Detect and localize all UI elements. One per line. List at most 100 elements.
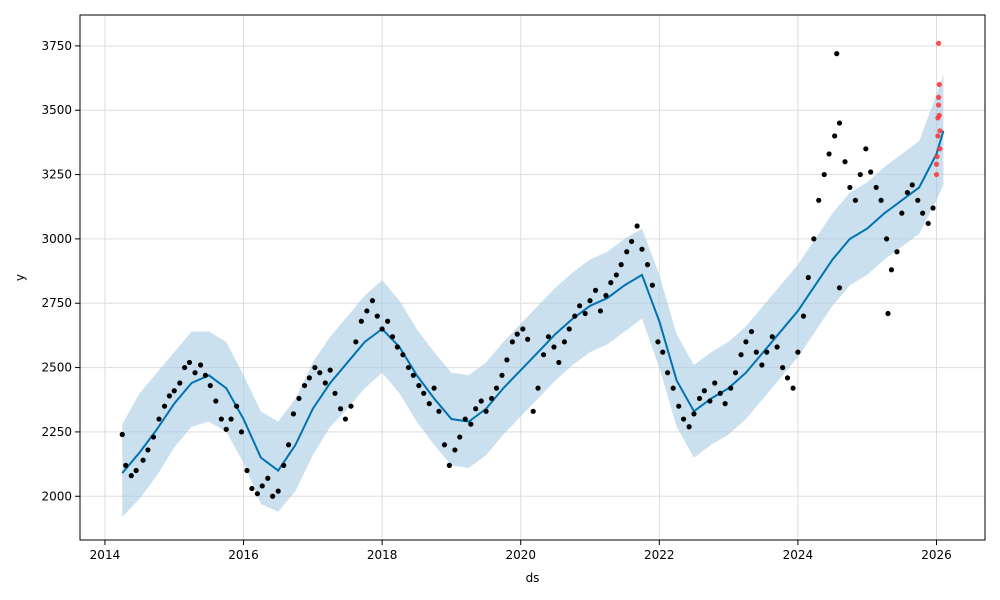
- observed-point: [930, 205, 936, 211]
- observed-point: [885, 310, 891, 317]
- observed-point: [701, 388, 707, 394]
- observed-point: [670, 385, 676, 391]
- observed-point: [327, 367, 333, 373]
- observed-point: [738, 352, 744, 358]
- future-actual-point: [933, 161, 940, 167]
- observed-point: [603, 292, 609, 299]
- observed-point: [525, 336, 531, 342]
- observed-point: [842, 159, 848, 165]
- observed-point: [769, 334, 775, 340]
- observed-point: [197, 362, 204, 368]
- observed-point: [764, 349, 770, 355]
- observed-point: [577, 303, 583, 309]
- observed-point: [780, 364, 786, 371]
- observed-point: [545, 334, 552, 340]
- observed-point: [608, 280, 614, 286]
- observed-point: [499, 372, 505, 378]
- observed-point: [732, 370, 739, 376]
- observed-point: [192, 370, 198, 376]
- observed-point: [337, 406, 344, 412]
- observed-point: [218, 416, 224, 422]
- observed-point: [686, 424, 692, 430]
- observed-point: [676, 403, 682, 409]
- y-tick-label: 2000: [41, 489, 72, 503]
- observed-point: [800, 313, 807, 319]
- observed-point: [301, 382, 308, 389]
- observed-point: [790, 385, 796, 391]
- observed-point: [394, 344, 400, 350]
- observed-point: [410, 372, 416, 378]
- observed-point: [514, 331, 520, 337]
- observed-point: [207, 382, 213, 389]
- observed-point: [644, 262, 651, 268]
- observed-point: [878, 197, 884, 203]
- observed-point: [128, 473, 134, 479]
- observed-point: [312, 364, 318, 371]
- x-tick-label: 2016: [228, 548, 259, 562]
- observed-point: [743, 339, 749, 345]
- observed-point: [182, 364, 188, 371]
- observed-point: [483, 408, 489, 414]
- observed-point: [836, 120, 843, 126]
- observed-point: [353, 339, 359, 345]
- observed-point: [748, 328, 755, 335]
- observed-point: [759, 362, 765, 368]
- observed-point: [259, 483, 265, 489]
- observed-point: [436, 408, 442, 414]
- observed-point: [296, 395, 302, 402]
- observed-point: [265, 475, 271, 481]
- observed-point: [639, 246, 645, 252]
- observed-point: [572, 313, 578, 319]
- observed-point: [119, 431, 125, 438]
- observed-point: [618, 262, 624, 268]
- future-actual-point: [936, 81, 942, 88]
- observed-point: [322, 380, 328, 386]
- observed-point: [717, 390, 723, 396]
- observed-point: [385, 318, 391, 324]
- observed-point: [561, 339, 567, 345]
- future-actual-point: [937, 128, 943, 134]
- observed-point: [894, 249, 900, 255]
- observed-point: [290, 411, 297, 417]
- observed-point: [249, 485, 255, 492]
- x-tick-label: 2024: [783, 548, 814, 562]
- observed-point: [342, 416, 349, 422]
- observed-point: [202, 372, 209, 378]
- uncertainty-band-area: [122, 74, 944, 517]
- observed-point: [364, 308, 370, 314]
- observed-point: [587, 298, 593, 304]
- observed-point: [133, 467, 139, 474]
- observed-point: [332, 390, 338, 396]
- observed-point: [177, 380, 183, 386]
- observed-point: [213, 398, 219, 404]
- plot-frame: [79, 14, 986, 541]
- observed-point: [832, 133, 838, 139]
- observed-point: [680, 416, 687, 422]
- observed-point: [530, 408, 536, 414]
- observed-point: [473, 406, 479, 412]
- observed-point: [660, 349, 666, 355]
- observed-point: [400, 352, 406, 358]
- observed-point: [540, 352, 547, 358]
- observed-point: [161, 403, 168, 409]
- future-actual-point: [935, 40, 942, 46]
- observed-point: [156, 416, 162, 422]
- observed-point: [405, 364, 412, 371]
- ticks: 2014 2016 2018 2020 2022 2024 2026 2000 2250 2500…: [41, 39, 951, 562]
- observed-point: [462, 416, 468, 422]
- observed-point: [493, 385, 500, 391]
- observed-point: [306, 375, 312, 381]
- future-actual-point: [934, 153, 940, 160]
- observed-point: [478, 398, 484, 404]
- observed-point: [431, 385, 437, 391]
- observed-point: [358, 318, 364, 324]
- observed-point: [696, 395, 703, 402]
- observed-point: [186, 359, 193, 366]
- x-tick-label: 2018: [367, 548, 398, 562]
- observed-point: [566, 326, 572, 332]
- observed-point: [234, 403, 240, 409]
- observed-point: [150, 434, 157, 440]
- observed-point: [857, 171, 863, 178]
- observed-point: [613, 272, 619, 278]
